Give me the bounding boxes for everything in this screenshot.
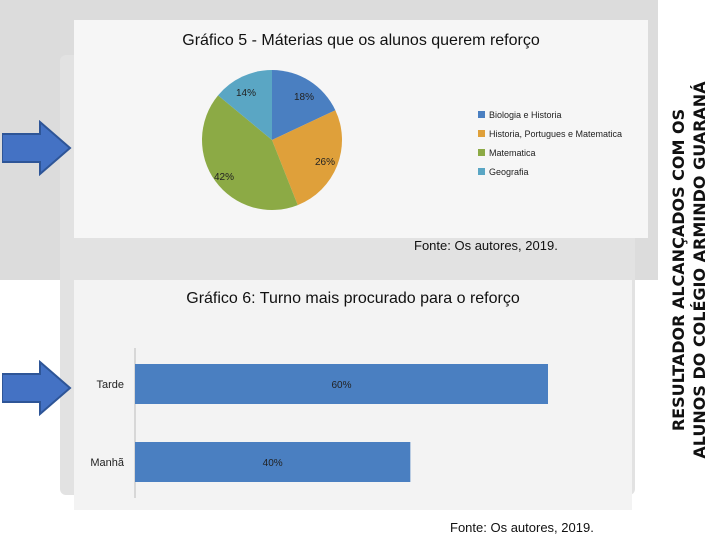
legend-swatch bbox=[478, 168, 485, 175]
bar-value-label: 40% bbox=[263, 458, 283, 469]
legend-swatch bbox=[478, 111, 485, 118]
pie-slice bbox=[272, 70, 336, 140]
bar-value-label: 60% bbox=[331, 380, 351, 391]
bar-chart-source: Fonte: Os autores, 2019. bbox=[450, 520, 594, 535]
bar-chart-panel: Gráfico 6: Turno mais procurado para o r… bbox=[74, 280, 632, 510]
pie-slice bbox=[201, 95, 298, 210]
legend-entry: Historia, Portugues e Matematica bbox=[489, 129, 622, 139]
legend-entry: Biologia e Historia bbox=[489, 110, 562, 120]
side-vertical-text: RESULTADOR ALCANÇADOS COM OS ALUNOS DO C… bbox=[668, 0, 710, 540]
bar-category-label: Tarde bbox=[96, 379, 124, 391]
pie-slice-label: 14% bbox=[236, 88, 256, 99]
legend-entry: Geografia bbox=[489, 167, 529, 177]
pie-slice-label: 42% bbox=[214, 172, 234, 183]
pie-slice bbox=[218, 70, 272, 140]
legend-swatch bbox=[478, 130, 485, 137]
side-panel bbox=[658, 0, 720, 540]
legend-entry: Matematica bbox=[489, 148, 536, 158]
bar-chart: Tarde 60% Manhã 40% bbox=[90, 348, 548, 498]
pie-slice-label: 26% bbox=[315, 157, 335, 168]
pie-slice-label: 18% bbox=[294, 92, 314, 103]
pie-slice bbox=[272, 110, 342, 206]
bar-chart-title: Gráfico 6: Turno mais procurado para o r… bbox=[186, 290, 520, 307]
pie-chart-panel: Gráfico 5 - Máterias que os alunos quere… bbox=[74, 20, 648, 238]
side-text-line2: ALUNOS DO COLÉGIO ARMINDO GUARANÁ bbox=[690, 81, 709, 459]
bar-category-label: Manhã bbox=[90, 457, 125, 469]
bar bbox=[135, 442, 411, 482]
right-arrow-icon bbox=[2, 120, 72, 176]
pie-chart: 18% 26% 42% 14% Biologia e Historia Historia,… bbox=[201, 70, 622, 210]
right-arrow-icon bbox=[2, 360, 72, 416]
bar bbox=[135, 364, 548, 404]
pie-chart-title: Gráfico 5 - Máterias que os alunos quere… bbox=[182, 32, 540, 49]
side-text-line1: RESULTADOR ALCANÇADOS COM OS bbox=[669, 108, 688, 432]
pie-chart-source: Fonte: Os autores, 2019. bbox=[414, 238, 558, 253]
legend-swatch bbox=[478, 149, 485, 156]
